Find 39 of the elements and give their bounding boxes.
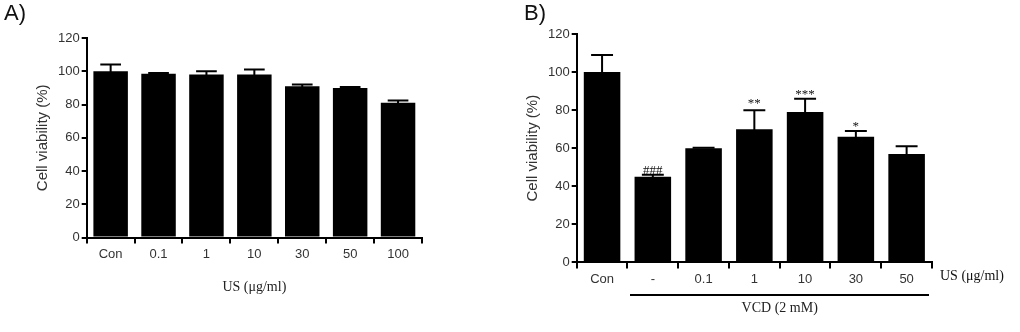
x-axis-title: US (μg/ml) [940, 267, 1005, 284]
y-tick-label: 0 [562, 253, 570, 269]
x-tick-label: 30 [848, 270, 864, 286]
text: VCD (2 mM) [740, 300, 819, 316]
y-tick-label: 100 [547, 63, 570, 79]
chart-title: A) [4, 0, 26, 26]
y-tick-label: 60 [65, 129, 80, 145]
x-tick-label: 0.1 [694, 270, 713, 286]
y-axis-title: Cell viability (%) [523, 94, 541, 202]
annotation: * [852, 118, 860, 134]
x-tick-label: 30 [295, 245, 310, 261]
x-tick-label: - [650, 270, 655, 286]
y-tick-label: 20 [65, 195, 80, 211]
y-tick-label: 120 [547, 25, 570, 41]
x-tick-label: Con [98, 245, 123, 261]
y-tick-label: 20 [555, 215, 570, 231]
y-tick-label: 0 [72, 229, 80, 245]
annotation: ** [747, 95, 761, 111]
x-tick-label: Con [590, 270, 614, 286]
annotation: *** [795, 85, 815, 101]
x-tick-label: 10 [797, 270, 813, 286]
x-tick-label: 100 [387, 245, 409, 261]
x-tick-label: 50 [342, 245, 358, 261]
y-tick-label: 60 [555, 139, 570, 155]
x-tick-label: 50 [899, 270, 914, 286]
chart-title: B) [524, 0, 546, 26]
y-tick-label: 100 [57, 62, 80, 78]
x-axis-title: US (μg/ml) [222, 279, 287, 296]
x-tick-label: 1 [750, 270, 758, 286]
x-tick-label: 1 [202, 245, 211, 261]
y-tick-label: 40 [65, 162, 80, 178]
x-tick-label: 10 [247, 245, 262, 261]
y-axis-title: Cell viability (%) [33, 84, 51, 192]
y-tick-label: 40 [555, 177, 570, 193]
annotation: ### [643, 161, 664, 177]
y-tick-label: 80 [555, 101, 570, 117]
y-tick-label: 80 [65, 96, 80, 112]
y-tick-label: 120 [57, 29, 80, 45]
x-tick-label: 0.1 [149, 245, 168, 261]
